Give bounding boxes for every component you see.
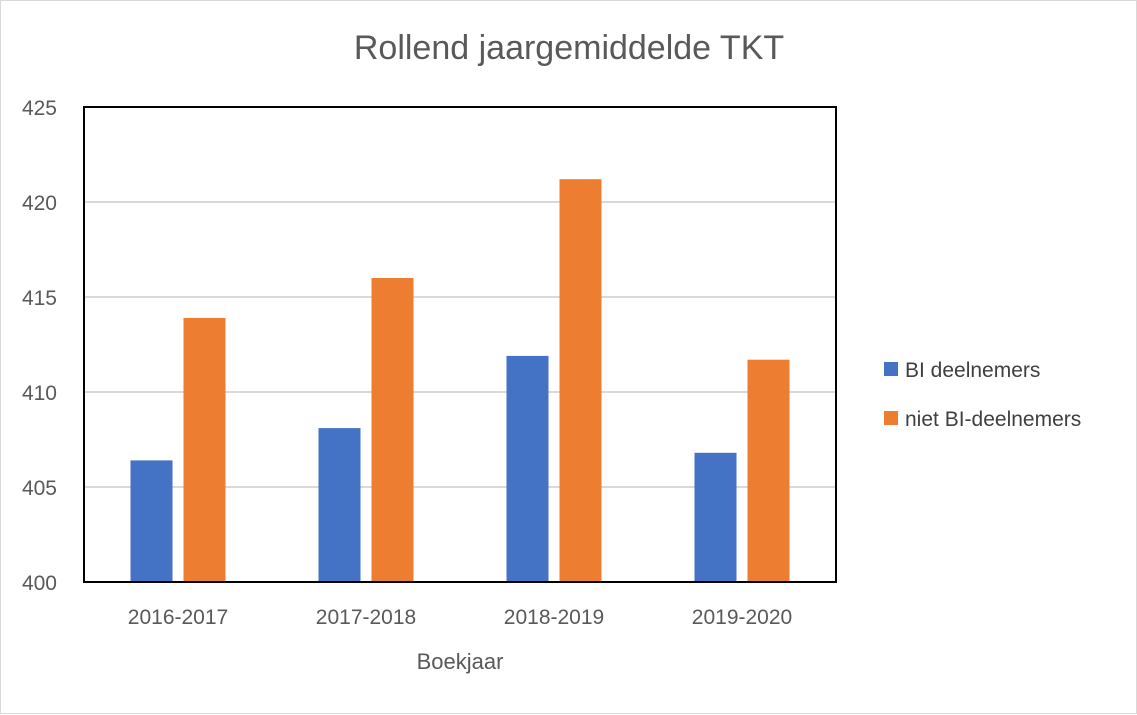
bar-bi-deelnemers — [506, 355, 549, 582]
chart-title: Rollend jaargemiddelde TKT — [354, 29, 784, 67]
x-tick-label: 2019-2020 — [692, 606, 792, 629]
y-tick-label: 410 — [22, 382, 57, 405]
bar-niet-bi-deelnemers — [183, 317, 226, 582]
y-tick-label: 415 — [22, 287, 57, 310]
legend: BI deelnemers niet BI-deelnemers — [884, 359, 1081, 431]
y-tick-label: 420 — [22, 192, 57, 215]
y-tick-label: 405 — [22, 477, 57, 500]
y-axis-ticks: 400 405 410 415 420 425 — [22, 97, 57, 595]
bar-niet-bi-deelnemers — [559, 179, 602, 582]
x-tick-label: 2017-2018 — [316, 606, 416, 629]
legend-label: niet BI-deelnemers — [905, 408, 1081, 431]
x-axis-ticks: 2016-2017 2017-2018 2018-2019 2019-2020 — [128, 606, 792, 629]
bar-group — [130, 179, 790, 582]
bar-niet-bi-deelnemers — [747, 359, 790, 582]
bar-bi-deelnemers — [318, 428, 361, 582]
bar-niet-bi-deelnemers — [371, 278, 414, 582]
legend-swatch — [884, 362, 898, 376]
bar-bi-deelnemers — [130, 460, 173, 582]
legend-label: BI deelnemers — [905, 359, 1040, 382]
x-tick-label: 2016-2017 — [128, 606, 228, 629]
bar-bi-deelnemers — [694, 452, 737, 582]
y-tick-label: 400 — [22, 572, 57, 595]
plot-area-border — [83, 106, 837, 583]
y-tick-label: 425 — [22, 97, 57, 120]
x-tick-label: 2018-2019 — [504, 606, 604, 629]
x-axis-title: Boekjaar — [417, 649, 504, 674]
legend-swatch — [884, 411, 898, 425]
